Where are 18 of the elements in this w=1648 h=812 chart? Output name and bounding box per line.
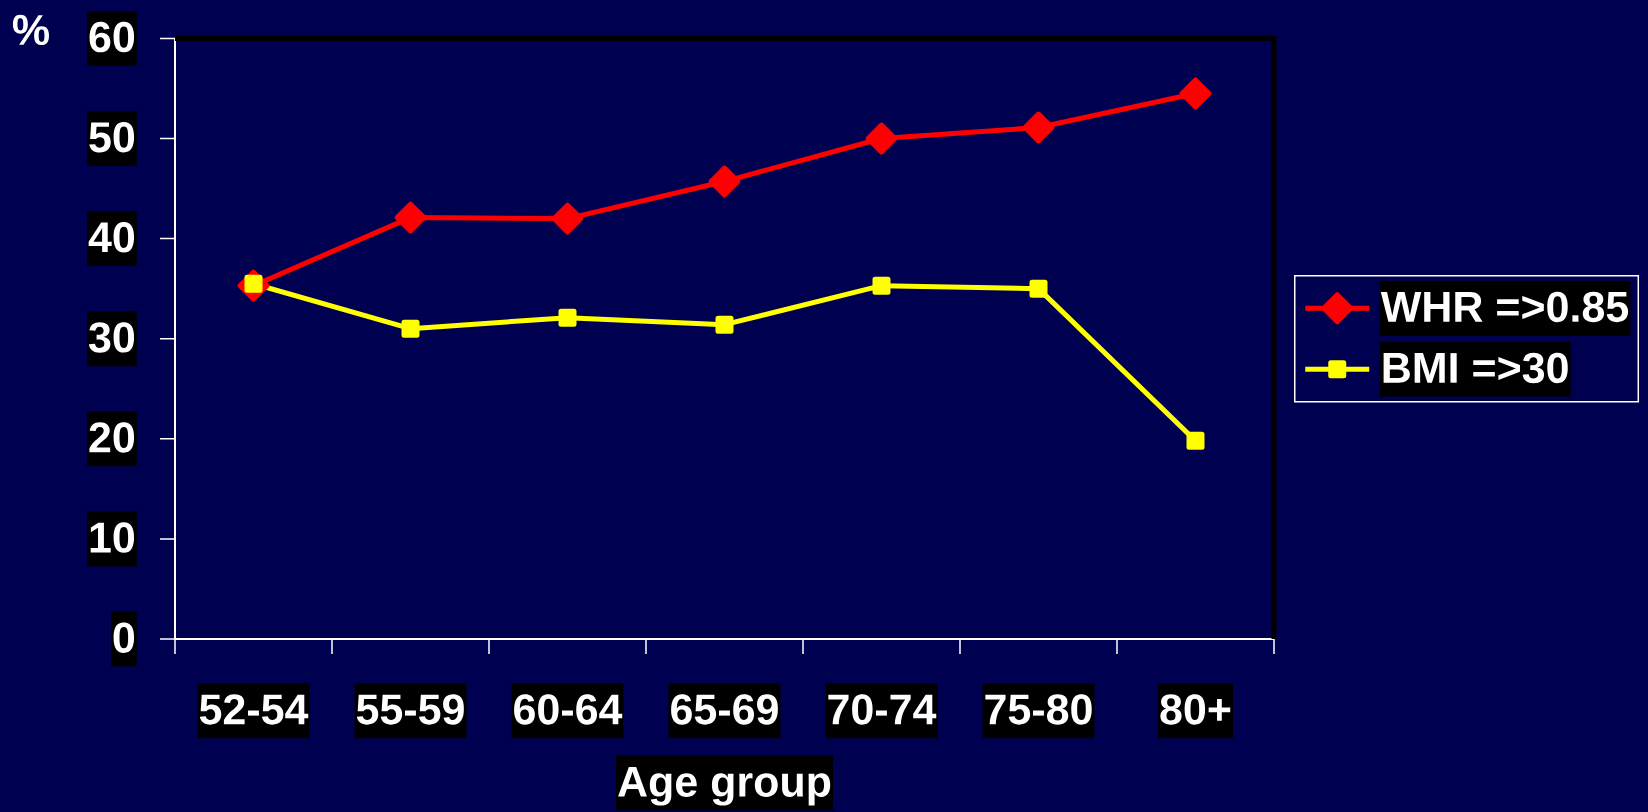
y-tick-label: 10 bbox=[90, 522, 135, 553]
x-tick-label: 55-59 bbox=[356, 694, 464, 725]
legend-label: WHR =>0.85 bbox=[1380, 291, 1629, 323]
y-tick-label: 50 bbox=[89, 121, 135, 153]
legend-label: BMI =>30 bbox=[1383, 352, 1568, 384]
x-tick-label: 80+ bbox=[1160, 694, 1231, 725]
y-tick-label: 0 bbox=[113, 622, 135, 653]
y-axis-title: % bbox=[12, 14, 49, 46]
x-tick-label: 52-54 bbox=[199, 694, 309, 725]
x-tick-label: 65-69 bbox=[671, 694, 778, 725]
x-axis-title: Age group bbox=[618, 766, 831, 806]
y-tick-label: 30 bbox=[88, 322, 135, 353]
x-tick-label: 60-64 bbox=[514, 694, 623, 725]
x-tick-label: 75-80 bbox=[985, 694, 1092, 725]
x-tick-label: 70-74 bbox=[828, 694, 937, 725]
y-tick-label: 60 bbox=[89, 21, 135, 53]
y-tick-label: 20 bbox=[89, 422, 135, 453]
y-tick-label: 40 bbox=[88, 222, 135, 253]
